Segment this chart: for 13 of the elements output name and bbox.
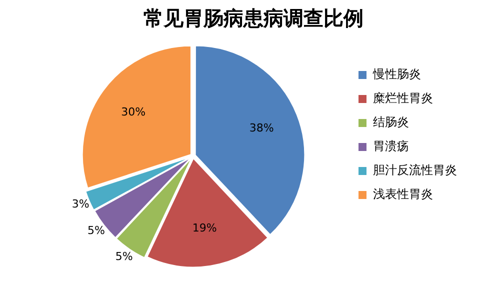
legend-label: 糜烂性胃炎	[373, 91, 433, 106]
legend-label: 胆汁反流性胃炎	[373, 163, 457, 178]
data-label: 3%	[72, 198, 90, 211]
legend-label: 结肠炎	[373, 115, 409, 130]
data-label: 38%	[249, 122, 274, 135]
data-label: 5%	[115, 250, 133, 264]
data-label: 30%	[121, 105, 146, 118]
chart-title: 常见胃肠病患病调查比例	[144, 6, 364, 30]
legend-label: 浅表性胃炎	[373, 187, 433, 202]
data-label: 19%	[192, 222, 217, 235]
legend-label: 胃溃疡	[373, 139, 409, 154]
legend-label: 慢性肠炎	[372, 67, 421, 82]
data-label: 5%	[87, 224, 105, 237]
